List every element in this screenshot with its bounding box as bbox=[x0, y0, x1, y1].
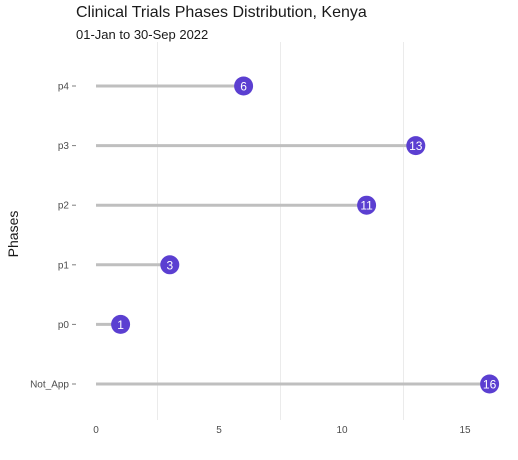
chart-title: Clinical Trials Phases Distribution, Ken… bbox=[76, 4, 367, 21]
x-tick-label: 10 bbox=[336, 425, 348, 436]
data-label: 13 bbox=[409, 139, 423, 153]
data-label: 1 bbox=[117, 318, 124, 332]
data-label: 6 bbox=[240, 80, 247, 94]
y-axis-title: Phases bbox=[5, 211, 21, 258]
y-tick-label: p3 bbox=[58, 141, 70, 152]
y-tick-label: Not_App bbox=[30, 380, 69, 391]
lollipop-dot bbox=[357, 195, 377, 215]
stem-layer bbox=[96, 84, 490, 386]
y-tick-label: p0 bbox=[58, 320, 70, 331]
grid-layer bbox=[157, 42, 404, 420]
lollipop-dot bbox=[111, 314, 131, 334]
data-label: 3 bbox=[166, 258, 173, 272]
tick-layer: 0 5 10 15 p4 p3 p2 p1 p0 Not_App bbox=[30, 82, 471, 437]
lollipop-dot bbox=[480, 374, 500, 394]
x-tick-label: 15 bbox=[459, 425, 471, 436]
lollipop-dot bbox=[234, 76, 254, 96]
chart-subtitle: 01-Jan to 30-Sep 2022 bbox=[76, 27, 209, 42]
data-label: 16 bbox=[483, 378, 497, 392]
y-tick-label: p4 bbox=[58, 82, 70, 93]
x-tick-label: 5 bbox=[216, 425, 222, 436]
y-tick-label: p2 bbox=[58, 201, 70, 212]
lollipop-dot bbox=[160, 255, 180, 275]
x-tick-label: 0 bbox=[93, 425, 99, 436]
y-tick-label: p1 bbox=[58, 260, 70, 271]
lollipop-dot bbox=[406, 136, 426, 156]
data-label: 11 bbox=[360, 199, 373, 213]
dot-layer: 6 13 11 3 1 16 bbox=[111, 76, 500, 394]
